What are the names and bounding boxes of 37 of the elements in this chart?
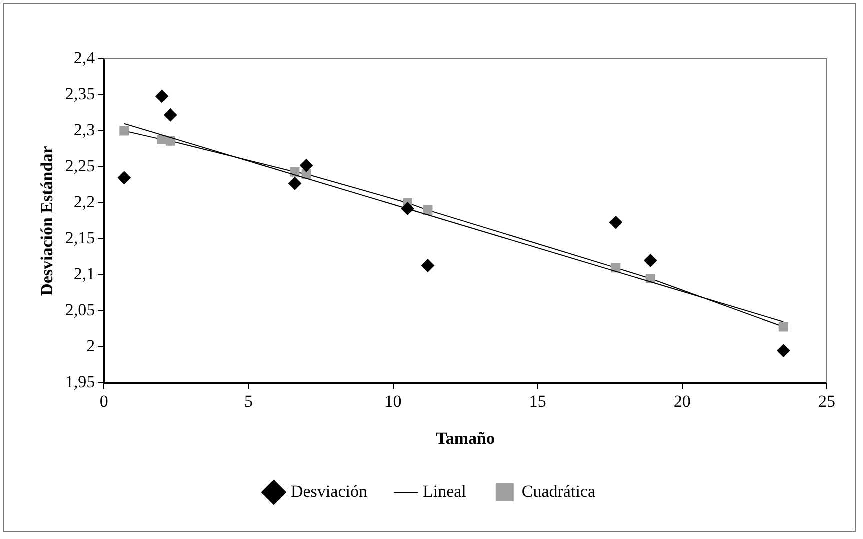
point bbox=[421, 259, 434, 272]
point bbox=[401, 202, 414, 216]
legend-label: Cuadrática bbox=[522, 482, 596, 501]
point bbox=[777, 344, 790, 358]
point bbox=[300, 159, 314, 172]
y-tick-label: 2,3 bbox=[74, 120, 96, 140]
x-tick-label: 5 bbox=[244, 392, 253, 411]
point bbox=[155, 90, 168, 103]
y-tick-label: 2,05 bbox=[65, 300, 96, 320]
x-tick-label: 25 bbox=[818, 392, 836, 411]
y-tick-label: 2,35 bbox=[65, 84, 96, 104]
y-tick-label: 2,15 bbox=[65, 228, 96, 248]
legend-label: Lineal bbox=[422, 482, 467, 501]
x-tick-label: 0 bbox=[100, 392, 108, 411]
y-tick-label: 2 bbox=[86, 336, 96, 356]
y-tick-label: 1,95 bbox=[65, 372, 96, 392]
point bbox=[423, 206, 433, 216]
x-tick-label: 20 bbox=[674, 392, 691, 411]
y-tick-label: 2,25 bbox=[65, 156, 96, 176]
y-axis-title: Desviación Estándar bbox=[38, 146, 57, 296]
y-tick-label: 2,1 bbox=[74, 264, 96, 284]
point bbox=[609, 216, 622, 230]
point bbox=[120, 126, 130, 136]
y-tick-label: 2,2 bbox=[74, 192, 96, 212]
point bbox=[164, 108, 178, 122]
point bbox=[166, 136, 176, 146]
point bbox=[778, 322, 788, 332]
point bbox=[157, 134, 167, 144]
x-tick-label: 10 bbox=[384, 392, 402, 411]
point bbox=[288, 177, 302, 190]
legend-label: Desviación bbox=[290, 482, 368, 501]
x-axis-title: Tamaño bbox=[436, 429, 496, 448]
point bbox=[611, 263, 621, 273]
x-tick-label: 15 bbox=[529, 392, 546, 411]
point bbox=[118, 171, 131, 184]
point bbox=[644, 254, 658, 268]
y-tick-label: 2,4 bbox=[74, 48, 96, 68]
